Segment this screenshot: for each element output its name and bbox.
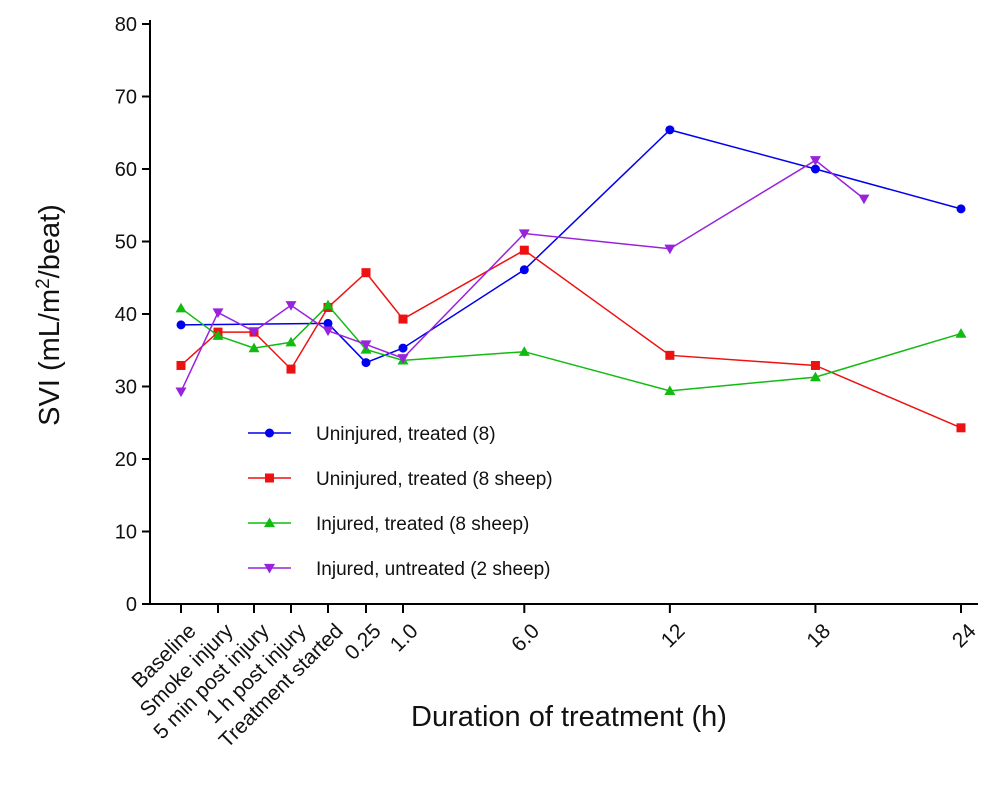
data-point	[956, 423, 966, 433]
data-point	[398, 343, 408, 353]
x-tick-label: 24	[948, 619, 981, 652]
y-axis-title: SVI (mL/m2/beat)	[33, 204, 67, 426]
data-point	[809, 371, 821, 382]
data-point	[810, 164, 820, 174]
data-point	[322, 326, 334, 337]
data-point	[285, 336, 297, 347]
data-point	[176, 360, 186, 370]
series-line	[180, 159, 865, 392]
data-point	[955, 328, 967, 338]
series-4	[175, 156, 870, 398]
data-point	[809, 156, 821, 166]
data-point	[664, 244, 676, 255]
series-group	[175, 125, 967, 433]
legend-item: Uninjured, treated (8 sheep)	[248, 469, 553, 490]
y-axis-title-prefix: SVI (mL/m	[34, 289, 66, 426]
legend-marker	[264, 517, 275, 528]
y-tick-label: 10	[115, 522, 137, 544]
data-point	[286, 364, 296, 374]
data-point	[212, 330, 224, 340]
series-1	[176, 125, 966, 368]
y-axis-title-superscript: 2	[33, 278, 54, 289]
y-tick-label: 70	[115, 87, 137, 109]
y-tick-label: 80	[115, 14, 137, 36]
legend-item: Uninjured, treated (8)	[248, 424, 496, 445]
data-point	[361, 358, 371, 368]
data-point	[361, 268, 371, 278]
y-tick-label: 0	[126, 594, 137, 616]
legend-marker	[265, 428, 274, 438]
data-point	[175, 302, 187, 313]
data-point	[397, 354, 409, 364]
data-point	[323, 318, 333, 328]
x-tick-label: 0.25	[341, 619, 386, 664]
data-point	[956, 204, 966, 214]
data-point	[858, 194, 870, 205]
x-tick-label: 6.0	[507, 619, 544, 656]
x-tick-label: 18	[802, 619, 835, 652]
data-point	[519, 245, 529, 255]
series-line	[180, 249, 962, 429]
data-point	[360, 340, 372, 350]
series-line	[180, 129, 962, 364]
y-tick-label: 50	[115, 232, 137, 254]
data-point	[810, 360, 820, 370]
data-point	[518, 346, 530, 356]
legend-label: Injured, treated (8 sheep)	[316, 514, 529, 535]
legend-marker	[264, 563, 275, 574]
data-point	[518, 229, 530, 240]
y-tick-label: 20	[115, 449, 137, 471]
x-axis-title: Duration of treatment (h)	[411, 701, 727, 733]
legend-marker	[265, 473, 274, 483]
data-point	[322, 299, 334, 310]
legend: Uninjured, treated (8) Uninjured, treated…	[248, 424, 553, 580]
data-point	[665, 125, 675, 135]
legend-item: Injured, treated (8 sheep)	[248, 514, 529, 535]
x-tick-label: 1.0	[386, 619, 423, 656]
series-3	[175, 299, 967, 395]
data-point	[665, 350, 675, 360]
legend-label: Uninjured, treated (8 sheep)	[316, 469, 553, 490]
legend-item: Injured, untreated (2 sheep)	[248, 559, 551, 580]
y-tick-label: 60	[115, 159, 137, 181]
data-point	[248, 342, 260, 353]
y-tick-label: 40	[115, 304, 137, 326]
data-point	[664, 385, 676, 395]
data-point	[519, 265, 529, 275]
data-point	[176, 320, 186, 330]
data-point	[248, 327, 260, 337]
data-point	[212, 308, 224, 319]
data-point	[398, 314, 408, 324]
legend-label: Uninjured, treated (8)	[316, 424, 496, 445]
y-axis-title-suffix: /beat)	[34, 204, 66, 278]
legend-label: Injured, untreated (2 sheep)	[316, 559, 551, 580]
data-point	[175, 387, 187, 398]
y-tick-label: 30	[115, 377, 137, 399]
data-point	[285, 301, 297, 311]
x-tick-label: 12	[657, 619, 690, 652]
